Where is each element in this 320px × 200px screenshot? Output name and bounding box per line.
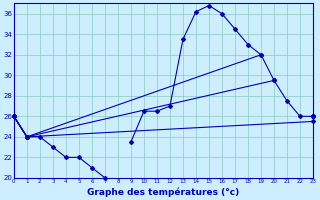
X-axis label: Graphe des températures (°c): Graphe des températures (°c) [87,187,240,197]
